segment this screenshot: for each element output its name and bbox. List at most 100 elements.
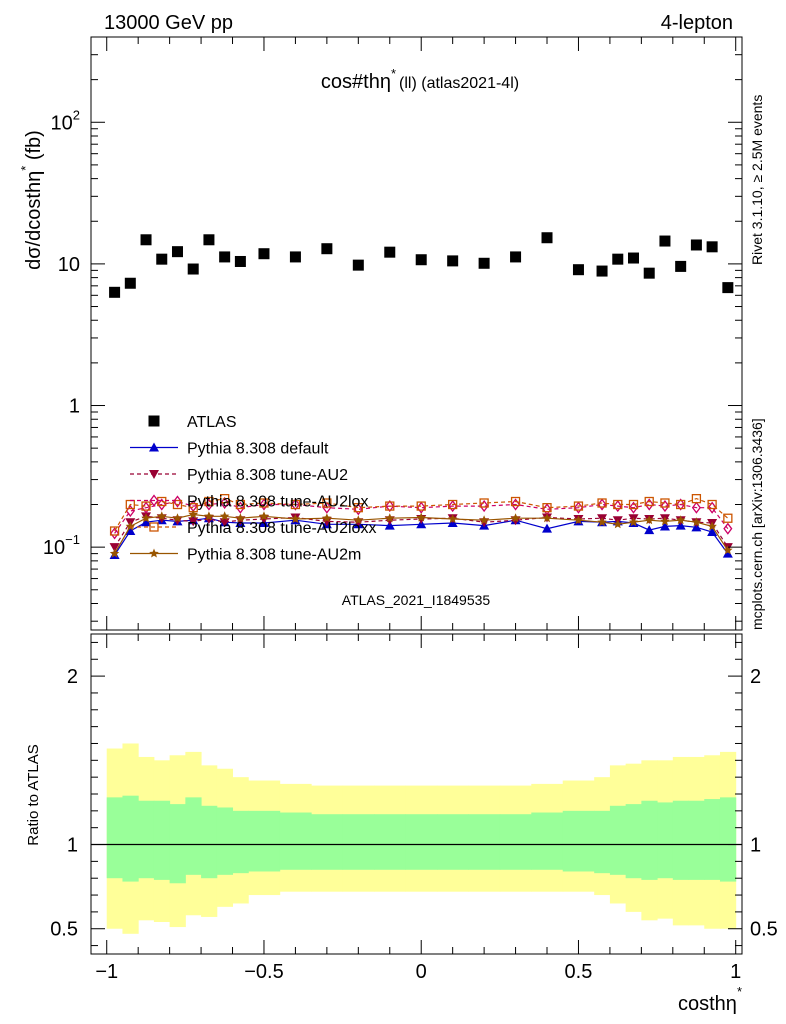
atlas-point bbox=[722, 282, 734, 294]
series-point bbox=[109, 526, 120, 536]
ratio-xlabel-main: costhη bbox=[678, 993, 737, 1015]
band-inner-bin bbox=[122, 795, 139, 882]
ratio-panel: 0.5 0.5 1 1 2 2 −1 −0.5 0 0.5 1 Ratio to ATLAS cos… bbox=[25, 633, 778, 1015]
band-inner-bin bbox=[201, 805, 218, 879]
band-inner-bin bbox=[232, 810, 249, 874]
series-point bbox=[723, 545, 733, 555]
atlas-point bbox=[234, 255, 246, 267]
ratio-ytick-label-right: 0.5 bbox=[750, 919, 778, 941]
legend-entry: Pythia 8.308 default bbox=[130, 441, 329, 458]
ratio-ytick-label-right: 1 bbox=[750, 835, 761, 857]
main-title: cos#thη*(ll) (atlas2021-4l) bbox=[321, 66, 519, 93]
atlas-point bbox=[203, 234, 215, 246]
series-point bbox=[322, 513, 332, 523]
series-point bbox=[597, 498, 607, 508]
main-ylabel-rest: (fb) bbox=[23, 130, 45, 166]
main-title-main: cos#thη bbox=[321, 71, 391, 93]
main-ytick-label-exp: 2 bbox=[73, 107, 80, 122]
series-point bbox=[385, 499, 395, 513]
atlas-point bbox=[156, 253, 168, 265]
series-point bbox=[628, 517, 639, 527]
series-point bbox=[259, 511, 269, 521]
series-point bbox=[220, 493, 230, 504]
ratio-ylabel: Ratio to ATLAS bbox=[25, 744, 42, 845]
band-inner-bin bbox=[657, 802, 674, 879]
series-point bbox=[385, 513, 395, 523]
ratio-xtick-label: −1 bbox=[95, 961, 118, 983]
band-inner-bin bbox=[499, 814, 532, 870]
atlas-point bbox=[219, 251, 231, 263]
main-title-sup: * bbox=[391, 66, 396, 81]
series-point bbox=[141, 517, 152, 527]
series-point bbox=[235, 513, 246, 523]
band-inner-bin bbox=[594, 810, 611, 874]
series-point bbox=[597, 517, 607, 527]
band-inner bbox=[106, 795, 737, 884]
series-point bbox=[723, 522, 733, 535]
series-point bbox=[109, 548, 120, 558]
series-point bbox=[659, 521, 670, 531]
series-point bbox=[290, 498, 300, 511]
series-point bbox=[613, 519, 623, 529]
main-title-rest: (ll) (atlas2021-4l) bbox=[399, 75, 519, 92]
series-point bbox=[203, 515, 214, 525]
series-point bbox=[188, 509, 198, 519]
main-ytick-label-exp: −1 bbox=[65, 532, 80, 547]
series-point bbox=[353, 503, 363, 513]
series-point bbox=[235, 499, 246, 510]
legend-entry: ATLAS bbox=[148, 414, 237, 431]
series-point bbox=[660, 498, 670, 508]
atlas-point bbox=[187, 263, 199, 275]
series-point bbox=[644, 525, 655, 535]
series-point bbox=[157, 498, 167, 511]
series-point bbox=[447, 514, 458, 524]
series-point bbox=[644, 498, 654, 511]
atlas-point bbox=[572, 264, 584, 276]
ratio-xtick-label: 0.5 bbox=[565, 961, 593, 983]
series-point bbox=[258, 515, 269, 525]
series-point bbox=[290, 499, 301, 510]
ratio-ytick-label-right: 2 bbox=[750, 666, 761, 688]
series-4 bbox=[109, 493, 733, 536]
series-point bbox=[479, 499, 489, 513]
series-point bbox=[385, 501, 395, 511]
main-ylabel-main: dσ/dcosthη bbox=[23, 171, 45, 270]
band-inner-bin bbox=[625, 804, 642, 879]
series-point bbox=[722, 548, 733, 558]
atlas-point bbox=[109, 286, 121, 298]
band-inner-bin bbox=[279, 812, 312, 870]
atlas-point bbox=[258, 248, 270, 260]
series-point bbox=[125, 526, 136, 536]
series-point bbox=[172, 513, 183, 523]
main-ytick-label-base: 10 bbox=[58, 254, 80, 276]
band-inner-bin bbox=[311, 814, 344, 870]
series-point bbox=[219, 511, 230, 521]
series-point bbox=[676, 499, 686, 510]
series-point bbox=[676, 498, 686, 511]
series-point bbox=[125, 521, 136, 531]
series-point bbox=[573, 501, 584, 511]
legend-entry: Pythia 8.308 tune-AU2lox bbox=[130, 494, 368, 511]
main-ytick-label: 1 bbox=[69, 396, 80, 418]
atlas-point bbox=[690, 239, 702, 251]
mcplots-label: mcplots.cern.ch [arXiv:1306.3436] bbox=[749, 418, 765, 630]
legend-entry: Pythia 8.308 tune-AU2 bbox=[130, 467, 348, 484]
atlas-point bbox=[415, 254, 427, 266]
header-left: 13000 GeV pp bbox=[104, 12, 233, 34]
ratio-xtick-label: −0.5 bbox=[244, 961, 283, 983]
series-point bbox=[141, 501, 151, 511]
atlas-point bbox=[706, 241, 718, 253]
atlas-point bbox=[643, 267, 655, 279]
atlas-point bbox=[510, 251, 522, 263]
main-ytick-label: 10−1 bbox=[43, 532, 80, 559]
legend-label: ATLAS bbox=[187, 414, 237, 431]
series-point bbox=[479, 515, 489, 525]
rivet-label: Rivet 3.1.10, ≥ 2.5M events bbox=[749, 95, 765, 265]
series-point bbox=[628, 501, 639, 514]
legend-label: Pythia 8.308 tune-AU2m bbox=[187, 547, 361, 564]
ratio-xlabel-sup: * bbox=[737, 984, 742, 999]
series-point bbox=[613, 499, 623, 510]
ratio-xtick-label: 1 bbox=[730, 961, 741, 983]
series-point bbox=[660, 516, 670, 526]
